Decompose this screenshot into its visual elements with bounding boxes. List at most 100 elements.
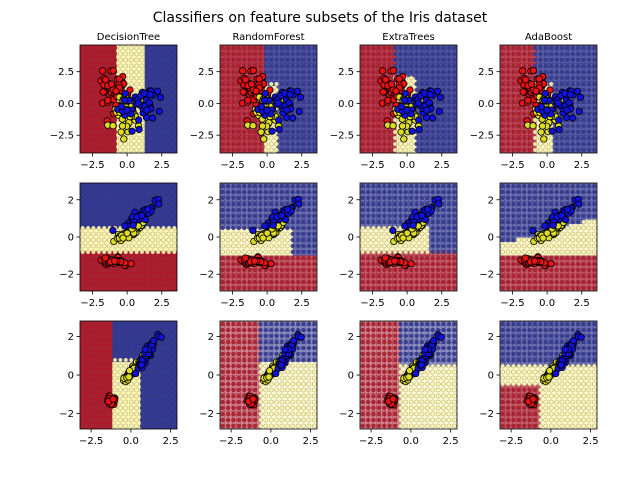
region-cell xyxy=(368,126,373,132)
grid-point xyxy=(128,63,134,69)
region-cell xyxy=(244,139,249,145)
region-cell xyxy=(248,144,253,150)
region-cell xyxy=(100,187,105,193)
region-cell xyxy=(116,277,122,283)
region-cell xyxy=(88,223,93,229)
region-cell xyxy=(152,54,158,60)
region-cell xyxy=(88,264,93,270)
grid-point xyxy=(376,51,382,57)
x-tick-label: 0.0 xyxy=(399,160,415,171)
region-cell xyxy=(508,94,513,100)
region-cell xyxy=(536,67,542,73)
region-cell xyxy=(436,54,442,60)
grid-point xyxy=(85,243,91,249)
region-cell xyxy=(124,144,130,150)
grid-point xyxy=(112,135,118,141)
region-cell xyxy=(360,90,365,96)
grid-point xyxy=(128,45,134,51)
grid-point xyxy=(500,63,505,69)
grid-point xyxy=(511,123,516,129)
grid-point xyxy=(419,69,425,75)
grid-point xyxy=(387,45,392,51)
region-cell xyxy=(412,85,418,91)
grid-point xyxy=(285,129,290,135)
region-cell xyxy=(520,121,525,127)
subplot-plot-area xyxy=(220,45,317,153)
grid-point xyxy=(155,69,161,75)
grid-point xyxy=(306,75,312,81)
region-cell xyxy=(448,121,454,127)
region-cell xyxy=(160,126,166,132)
region-cell xyxy=(424,144,430,150)
grid-point xyxy=(586,111,592,117)
region-cell xyxy=(312,90,317,96)
data-point-virginica xyxy=(135,125,143,134)
region-cell xyxy=(308,148,314,153)
region-cell xyxy=(236,126,241,132)
region-cell xyxy=(572,130,578,136)
region-cell xyxy=(104,201,109,207)
region-cell xyxy=(132,241,138,247)
region-cell xyxy=(504,144,509,150)
grid-point xyxy=(290,51,295,57)
data-point-setosa xyxy=(519,67,527,75)
grid-point xyxy=(263,51,269,57)
region-cell xyxy=(428,126,434,132)
region-cell xyxy=(112,54,117,60)
grid-point xyxy=(452,57,457,63)
region-cell xyxy=(136,241,142,247)
grid-point xyxy=(80,99,85,105)
region-cell xyxy=(412,54,418,60)
region-cell xyxy=(168,187,174,193)
grid-point xyxy=(425,81,430,87)
region-cell xyxy=(520,126,525,132)
grid-point xyxy=(172,105,177,111)
grid-point xyxy=(554,87,559,93)
grid-point xyxy=(96,243,102,249)
grid-point xyxy=(145,57,150,63)
grid-point xyxy=(360,129,365,135)
grid-point xyxy=(172,111,177,117)
region-cell xyxy=(100,192,105,198)
grid-point xyxy=(107,45,112,51)
region-cell xyxy=(384,144,389,150)
region-cell xyxy=(508,72,513,78)
region-cell xyxy=(248,126,253,132)
data-point-virginica xyxy=(296,93,305,101)
region-cell xyxy=(364,139,369,145)
region-cell xyxy=(588,45,594,51)
grid-point xyxy=(85,285,91,291)
grid-point xyxy=(263,63,269,69)
region-cell xyxy=(296,144,302,150)
region-cell xyxy=(396,49,402,55)
region-cell xyxy=(428,49,434,55)
region-cell xyxy=(292,103,298,109)
region-cell xyxy=(384,126,389,132)
grid-point xyxy=(301,57,306,63)
grid-point xyxy=(118,201,123,207)
region-cell xyxy=(380,121,385,127)
region-cell xyxy=(120,205,126,211)
grid-point xyxy=(408,63,414,69)
region-cell xyxy=(516,126,521,132)
region-cell xyxy=(400,54,406,60)
grid-point xyxy=(112,57,118,63)
region-cell xyxy=(364,49,369,55)
region-cell xyxy=(84,67,89,73)
grid-point xyxy=(559,141,565,147)
region-cell xyxy=(520,54,525,60)
grid-point xyxy=(166,105,172,111)
grid-point xyxy=(85,111,91,117)
region-cell xyxy=(504,103,509,109)
region-cell xyxy=(300,144,306,150)
grid-point xyxy=(559,45,565,51)
region-cell xyxy=(504,121,509,127)
data-point-virginica xyxy=(397,102,406,111)
region-cell xyxy=(96,54,101,60)
grid-point xyxy=(118,273,123,279)
region-cell xyxy=(132,126,138,132)
grid-point xyxy=(581,147,586,153)
region-cell xyxy=(92,228,97,234)
